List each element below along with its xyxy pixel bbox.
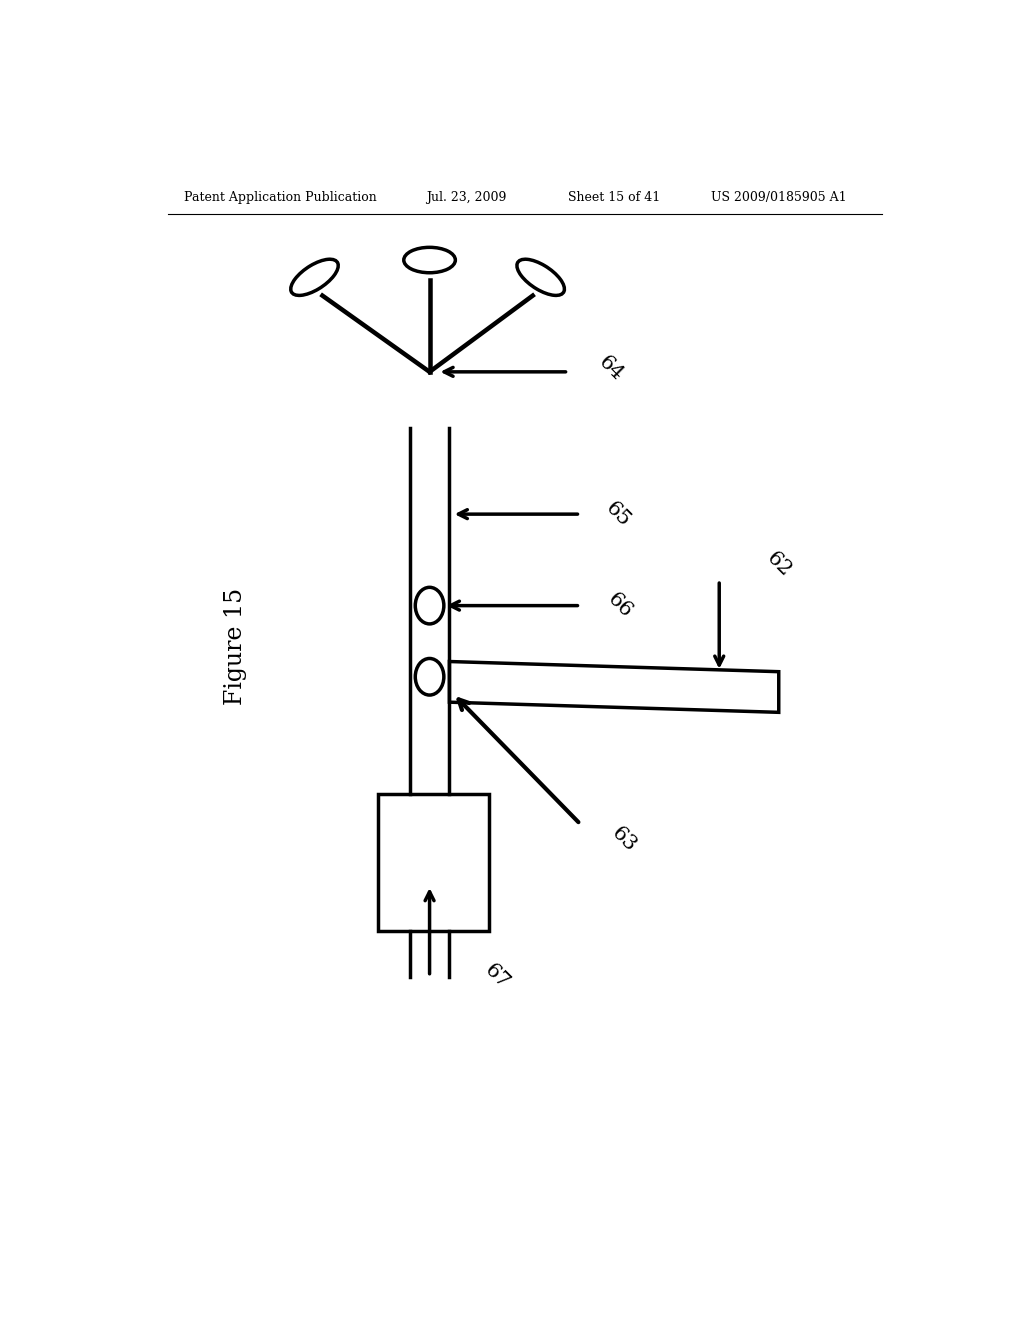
Text: 62: 62 bbox=[763, 549, 795, 581]
Text: 63: 63 bbox=[608, 824, 640, 855]
Text: Figure 15: Figure 15 bbox=[223, 587, 247, 705]
Text: US 2009/0185905 A1: US 2009/0185905 A1 bbox=[712, 191, 847, 203]
Text: Sheet 15 of 41: Sheet 15 of 41 bbox=[568, 191, 660, 203]
Text: 65: 65 bbox=[601, 498, 634, 531]
Text: 67: 67 bbox=[481, 961, 513, 993]
Text: 64: 64 bbox=[594, 352, 627, 385]
Text: 66: 66 bbox=[604, 590, 636, 622]
Text: Patent Application Publication: Patent Application Publication bbox=[183, 191, 376, 203]
Text: Jul. 23, 2009: Jul. 23, 2009 bbox=[426, 191, 506, 203]
